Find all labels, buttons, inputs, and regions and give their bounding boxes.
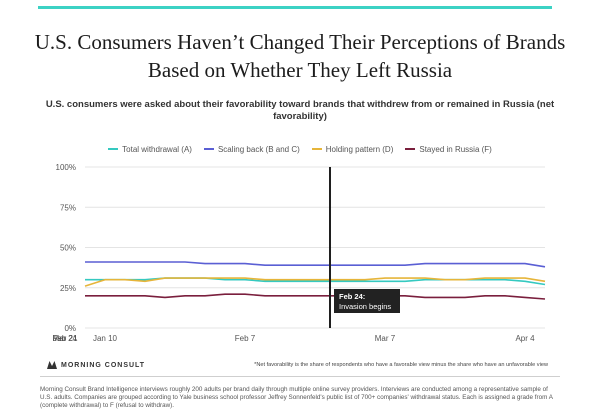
y-tick-label: 75% (60, 203, 76, 212)
series-line-holding-pattern (84, 277, 546, 287)
legend-item-total-withdrawal: Total withdrawal (A) (108, 143, 192, 155)
x-tick-label: Feb 21 (53, 334, 78, 343)
chart-title: U.S. Consumers Haven’t Changed Their Per… (34, 30, 566, 82)
annotation-label-text: Invasion begins (339, 302, 391, 311)
accent-rule (38, 6, 552, 9)
y-tick-label: 25% (60, 284, 76, 293)
legend-item-stayed: Stayed in Russia (F) (405, 143, 492, 155)
x-tick-label: Mar 7 (375, 334, 396, 343)
legend-swatch-scaling-back (203, 148, 214, 150)
x-tick-label: Jan 10 (93, 334, 118, 343)
x-tick-label: Jan 24 (53, 334, 78, 343)
x-tick-label: Mar 21 (53, 334, 78, 343)
annotation-label-date: Feb 24: (339, 292, 365, 301)
legend-swatch-stayed (405, 148, 416, 150)
chart-subtitle: U.S. consumers were asked about their fa… (45, 99, 555, 122)
series-line-scaling-back (85, 261, 546, 268)
legend-label-total-withdrawal: Total withdrawal (A) (122, 144, 192, 154)
legend-item-scaling-back: Scaling back (B and C) (203, 143, 300, 155)
annotation-box (334, 289, 400, 313)
y-tick-label: 0% (64, 324, 76, 333)
legend-label-holding-pattern: Holding pattern (D) (325, 144, 394, 154)
legend-swatch-holding-pattern (311, 148, 322, 150)
morning-consult-logo-icon (47, 361, 57, 369)
x-tick-label: Apr 4 (515, 334, 535, 343)
legend-label-stayed: Stayed in Russia (F) (419, 144, 492, 154)
x-tick-label: Feb 7 (235, 334, 256, 343)
chart-legend: Total withdrawal (A) Scaling back (B and… (40, 143, 560, 155)
legend-swatch-total-withdrawal (108, 148, 119, 150)
footnote: *Net favorability is the share of respon… (254, 362, 548, 368)
brand-logo: MORNING CONSULT (47, 361, 145, 369)
legend-item-holding-pattern: Holding pattern (D) (311, 143, 394, 155)
logo-text: MORNING CONSULT (61, 361, 146, 369)
series-line-stayed (85, 293, 546, 300)
legend-label-scaling-back: Scaling back (B and C) (217, 144, 300, 154)
footer-divider (40, 376, 560, 377)
y-tick-label: 100% (56, 163, 76, 172)
methodology-note: Morning Consult Brand Intelligence inter… (40, 386, 553, 409)
y-tick-label: 50% (60, 244, 76, 253)
